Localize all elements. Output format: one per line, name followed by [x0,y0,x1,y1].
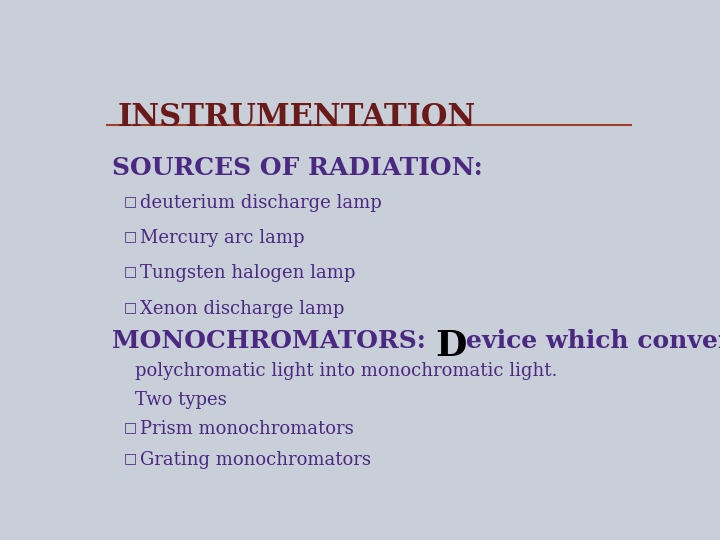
Text: deuterium discharge lamp: deuterium discharge lamp [140,194,382,212]
Text: INSTRUMENTATION: INSTRUMENTATION [118,102,476,133]
Text: evice which converts: evice which converts [467,329,720,353]
Text: □: □ [124,265,137,279]
Text: SOURCES OF RADIATION:: SOURCES OF RADIATION: [112,156,483,180]
Text: D: D [435,329,467,363]
Text: □: □ [124,420,137,434]
Text: Two types: Two types [135,391,226,409]
Text: Prism monochromators: Prism monochromators [140,420,354,438]
Text: Xenon discharge lamp: Xenon discharge lamp [140,300,345,318]
Text: □: □ [124,229,137,243]
Text: □: □ [124,300,137,314]
Text: Tungsten halogen lamp: Tungsten halogen lamp [140,265,356,282]
Text: □: □ [124,451,137,465]
Text: polychromatic light into monochromatic light.: polychromatic light into monochromatic l… [135,362,557,380]
Text: Mercury arc lamp: Mercury arc lamp [140,229,305,247]
Text: Grating monochromators: Grating monochromators [140,451,372,469]
Text: □: □ [124,194,137,208]
Text: MONOCHROMATORS:: MONOCHROMATORS: [112,329,435,353]
